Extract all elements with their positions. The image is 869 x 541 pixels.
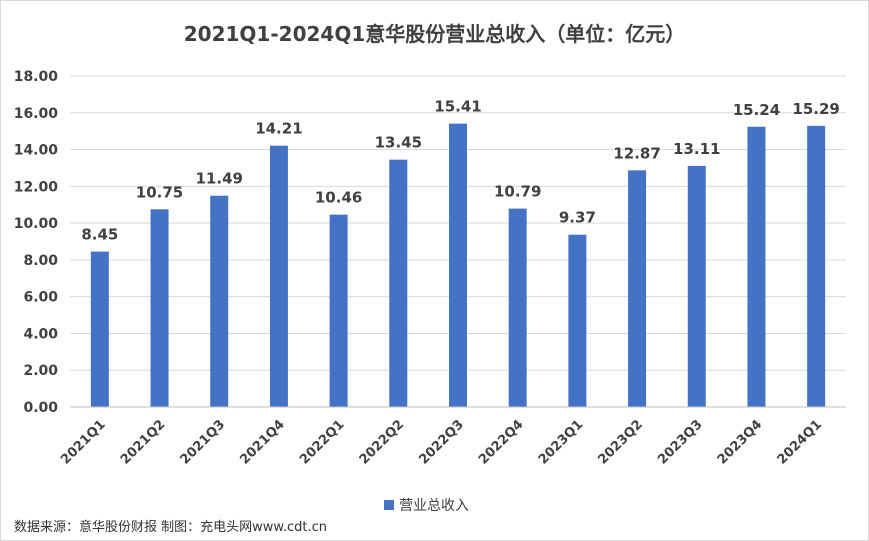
x-tick-label: 2021Q1 [58,417,108,467]
bar [628,170,647,407]
data-label: 15.24 [733,101,780,119]
y-tick-label: 12.00 [14,179,59,195]
x-tick-label: 2021Q2 [118,417,168,467]
bar [747,126,766,408]
data-label: 11.49 [196,170,243,188]
y-tick-label: 14.00 [14,143,59,159]
y-tick-label: 10.00 [14,216,59,232]
y-tick-label: 18.00 [14,69,59,85]
data-label: 10.79 [494,183,541,201]
x-tick-label: 2022Q3 [416,417,466,467]
bar [568,234,587,407]
legend-label: 营业总收入 [399,498,469,514]
data-label: 14.21 [255,120,302,138]
data-label: 9.37 [559,209,596,227]
y-tick-label: 4.00 [23,326,58,342]
y-tick-label: 0.00 [23,400,58,416]
data-label: 10.46 [315,189,362,207]
bar [329,214,348,407]
legend-swatch [384,500,394,510]
data-label: 15.29 [792,100,839,118]
bar [269,145,288,407]
y-tick-label: 16.00 [14,106,59,122]
bar [90,251,109,407]
chart-title: 2021Q1-2024Q1意华股份营业总收入（单位：亿元） [183,22,686,46]
data-label: 13.45 [375,134,422,152]
data-label: 13.11 [673,140,720,158]
data-label: 12.87 [613,144,660,162]
x-tick-label: 2021Q3 [178,417,228,467]
x-tick-label: 2023Q4 [715,417,765,467]
bar [508,208,527,407]
x-tick-label: 2022Q2 [357,417,407,467]
x-tick-label: 2023Q2 [596,417,646,467]
x-tick-label: 2023Q3 [655,417,705,467]
data-label: 15.41 [434,98,481,116]
bar [449,123,467,407]
bar [210,195,229,407]
y-tick-label: 6.00 [23,290,58,306]
x-tick-label: 2022Q1 [297,417,347,467]
data-label: 8.45 [81,226,118,244]
x-tick-label: 2021Q4 [237,417,287,467]
bar [687,165,706,407]
x-tick-label: 2024Q1 [775,417,825,467]
y-tick-label: 8.00 [23,253,58,269]
y-tick-label: 2.00 [23,363,58,379]
bar [807,125,826,407]
source-note: 数据来源：意华股份财报 制图：充电头网www.cdt.cn [14,520,327,535]
x-tick-label: 2023Q1 [536,417,586,467]
x-tick-label: 2022Q4 [476,417,526,467]
bar [150,209,169,407]
bar [389,159,408,407]
data-label: 10.75 [136,183,183,201]
